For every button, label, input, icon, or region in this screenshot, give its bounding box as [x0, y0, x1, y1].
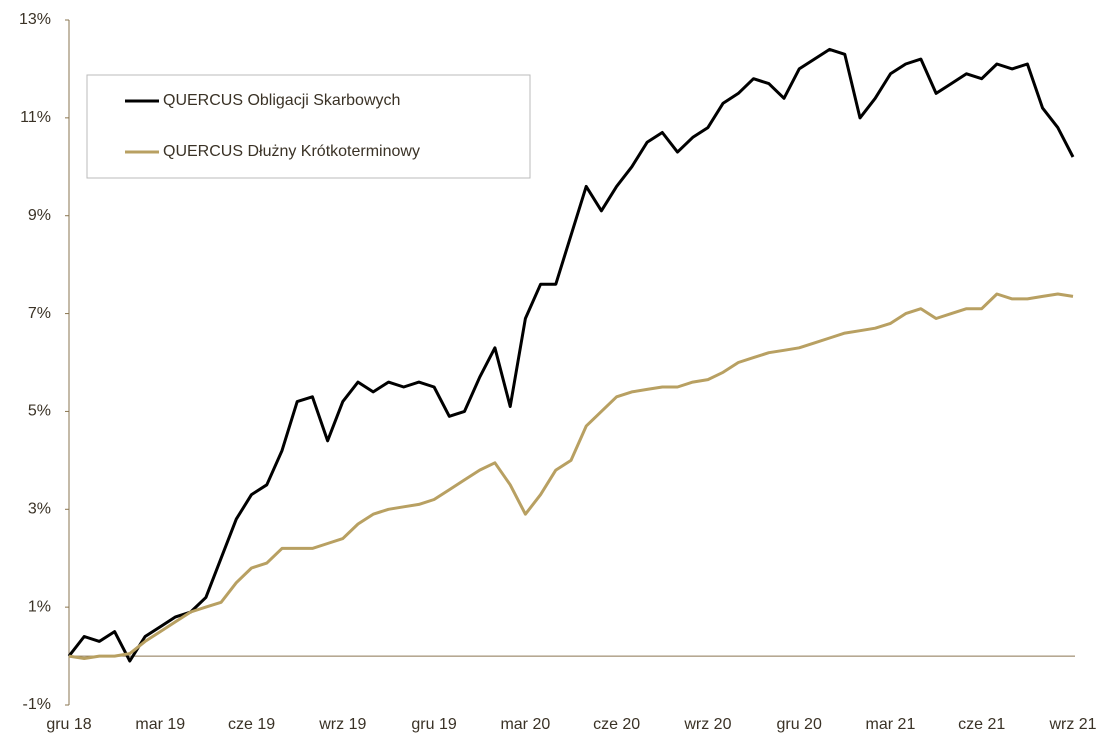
x-tick-label: mar 19 [135, 716, 185, 733]
x-tick-label: cze 19 [228, 716, 275, 733]
x-tick-label: gru 19 [411, 716, 456, 733]
x-tick-label: gru 18 [46, 716, 91, 733]
x-tick-label: mar 20 [500, 716, 550, 733]
legend-label: QUERCUS Obligacji Skarbowych [163, 92, 400, 109]
y-tick-label: -1% [23, 696, 51, 713]
y-tick-label: 11% [20, 109, 51, 126]
y-tick-label: 3% [28, 501, 51, 518]
x-tick-label: wrz 21 [1048, 716, 1096, 733]
y-tick-label: 7% [28, 305, 51, 322]
x-tick-label: cze 21 [958, 716, 1005, 733]
x-tick-label: wrz 19 [318, 716, 366, 733]
y-tick-label: 1% [28, 598, 51, 615]
series-line [68, 292, 1074, 660]
y-tick-label: 13% [19, 11, 51, 28]
series-line [67, 47, 1075, 663]
legend-box [86, 74, 531, 179]
y-tick-label: 5% [28, 403, 51, 420]
x-tick-label: cze 20 [593, 716, 640, 733]
x-tick-label: wrz 20 [683, 716, 731, 733]
y-tick-label: 9% [28, 207, 51, 224]
x-tick-label: gru 20 [776, 716, 821, 733]
legend-label: QUERCUS Dłużny Krótkoterminowy [163, 143, 420, 160]
x-tick-label: mar 21 [866, 716, 916, 733]
